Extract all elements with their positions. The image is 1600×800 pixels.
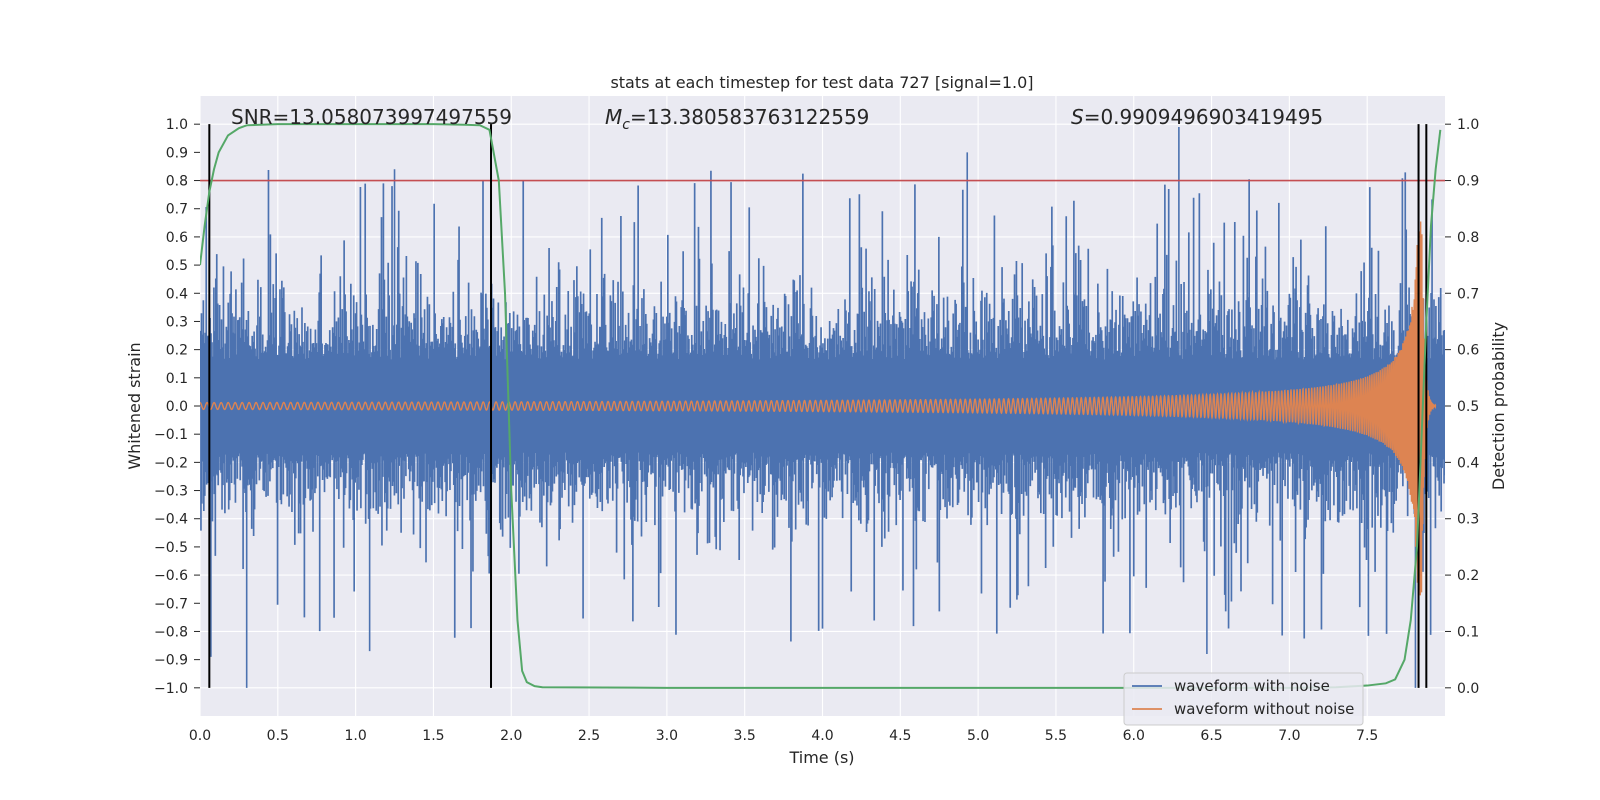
y-tick-label: 0.2 [166,343,188,359]
x-tick-label: 2.0 [500,728,522,744]
x-tick-label: 0.0 [189,728,211,744]
x-tick-label: 6.5 [1200,728,1222,744]
y-tick-label: 0.8 [166,174,188,190]
y-right-tick-label: 0.7 [1457,286,1479,302]
x-tick-label: 3.5 [734,728,756,744]
x-tick-label: 1.5 [422,728,444,744]
y-right-tick-label: 0.3 [1457,512,1479,528]
y-axis-right-label: Detection probability [1489,322,1508,490]
x-tick-label: 6.0 [1123,728,1145,744]
y-tick-label: −0.4 [154,512,188,528]
y-tick-label: 0.7 [166,202,188,218]
y-right-tick-label: 0.9 [1457,174,1479,190]
y-right-tick-label: 0.8 [1457,230,1479,246]
y-right-tick-label: 0.5 [1457,399,1479,415]
x-tick-label: 5.0 [967,728,989,744]
y-right-tick-label: 0.2 [1457,568,1479,584]
waveform-without-noise-series [200,221,1437,596]
legend-label-noise: waveform with noise [1174,677,1330,695]
y-right-tick-label: 0.6 [1457,343,1479,359]
y-right-tick-label: 0.1 [1457,624,1479,640]
y-tick-label: −1.0 [154,681,188,697]
legend-label-chirp: waveform without noise [1174,700,1354,718]
y-right-tick-label: 1.0 [1457,117,1479,133]
snr-annotation: SNR=13.058073997497559 [231,105,512,129]
y-right-tick-label: 0.0 [1457,681,1479,697]
score-annotation: S=0.9909496903419495 [1071,105,1323,129]
x-tick-label: 4.5 [889,728,911,744]
y-tick-label: 1.0 [166,117,188,133]
y-tick-label: −0.5 [154,540,188,556]
x-axis-ticks: 0.0 0.5 1.0 1.5 2.0 2.5 3.0 3.5 4.0 4.5 5.0 5.5 6.0 6… [189,728,1378,744]
x-tick-label: 4.0 [811,728,833,744]
y-tick-label: −0.6 [154,568,188,584]
y-tick-label: 0.6 [166,230,188,246]
mc-symbol: M [605,105,622,129]
y-tick-label: −0.2 [154,455,188,471]
chart-title: stats at each timestep for test data 727… [610,73,1033,92]
mc-subscript: c [622,117,630,133]
y-tick-label: −0.3 [154,484,188,500]
y-tick-label: 0.0 [166,399,188,415]
y-tick-label: 0.3 [166,314,188,330]
x-tick-label: 7.5 [1356,728,1378,744]
chirp-trace [200,221,1437,596]
y-tick-label: 0.1 [166,371,188,387]
x-tick-label: 7.0 [1278,728,1300,744]
x-tick-label: 3.0 [656,728,678,744]
y-axis-ticks: 1.0 0.9 0.8 0.7 0.6 0.5 0.4 0.3 0.2 0.1 0.0 −0.1 −0.… [154,117,200,697]
detection-probability-series [200,123,1442,689]
y-tick-label: −0.1 [154,427,188,443]
s-symbol: S [1071,105,1084,129]
s-value: =0.9909496903419495 [1084,105,1323,129]
chirp-mass-annotation: Mc=13.380583763122559 [605,105,869,133]
y-tick-label: −0.8 [154,624,188,640]
y-tick-label: −0.9 [154,653,188,669]
y-tick-label: 0.4 [166,286,188,302]
x-tick-label: 0.5 [267,728,289,744]
vertical-markers [208,124,1428,688]
legend: waveform with noise waveform without noi… [1123,672,1364,726]
legend-box [1123,672,1364,726]
y-tick-label: 0.5 [166,258,188,274]
y-axis-label: Whitened strain [125,342,144,469]
y-right-tick-label: 0.4 [1457,455,1479,471]
detection-probability-line [200,123,1442,689]
y-tick-label: −0.7 [154,596,188,612]
x-tick-label: 2.5 [578,728,600,744]
x-axis-label: Time (s) [788,748,854,767]
x-tick-label: 5.5 [1045,728,1067,744]
y-axis-right-ticks: 1.0 0.9 0.8 0.7 0.6 0.5 0.4 0.3 0.2 0.1 0.0 [1445,117,1479,697]
x-tick-label: 1.0 [344,728,366,744]
y-tick-label: 0.9 [166,145,188,161]
mc-value: =13.380583763122559 [630,105,869,129]
